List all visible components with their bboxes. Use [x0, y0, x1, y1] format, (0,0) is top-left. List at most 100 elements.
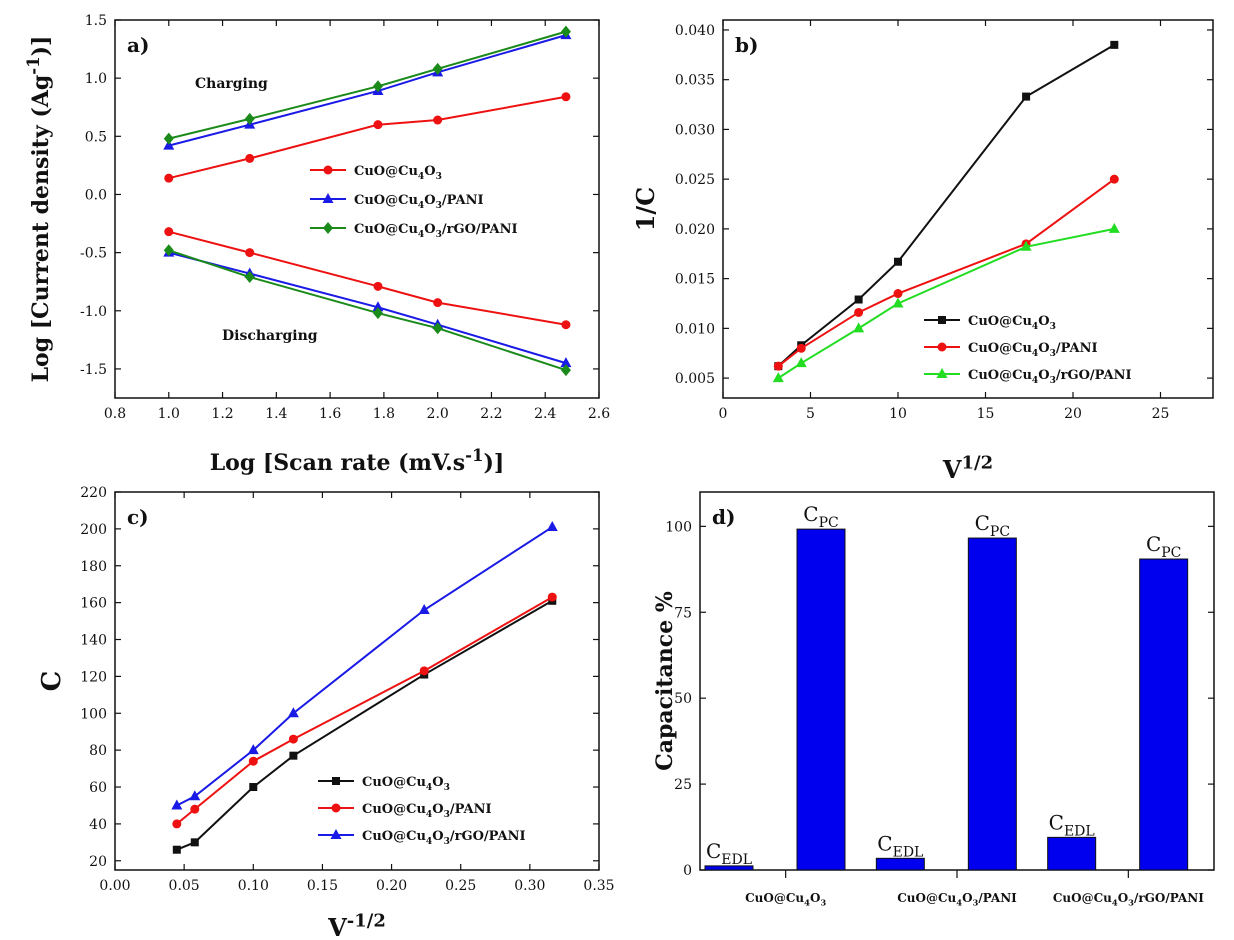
bar: [796, 528, 846, 871]
category-label-part: 4: [956, 898, 962, 908]
legend-b-label-part: O: [1038, 368, 1049, 383]
y-tick-label: 0.005: [675, 371, 715, 387]
x-tick-label: 2.2: [480, 406, 502, 422]
category-label-part: 3: [820, 898, 826, 908]
plot-frame: [722, 19, 1214, 399]
legend-b-label-part: /PANI: [1056, 341, 1098, 356]
legend-c-label-part: CuO@Cu: [362, 829, 426, 844]
category-label-part: CuO@Cu: [1053, 891, 1112, 905]
bar-label-part: C: [1146, 532, 1161, 556]
legend-a-label-part: O: [424, 222, 435, 237]
legend-c-label-part: 4: [426, 809, 432, 820]
series-point: [172, 819, 182, 829]
series-point: [190, 804, 200, 814]
x-tick-label: 2.4: [534, 406, 556, 422]
x-axis-title-part: V: [942, 455, 962, 484]
series-charging-point: [373, 120, 383, 130]
legend-b-label-part: O: [1038, 341, 1049, 356]
legend-a-label: CuO@Cu4O3/rGO/PANI: [354, 222, 518, 240]
series-discharging-point: [561, 320, 571, 330]
y-tick-label: 140: [80, 633, 107, 649]
y-tick-label: 0.010: [675, 321, 715, 337]
y-tick-label: 80: [89, 743, 107, 759]
legend-a-label-part: 3: [436, 171, 442, 182]
y-tick-label: -1.5: [80, 362, 107, 378]
legend-a-label-part: 3: [436, 229, 442, 240]
category-label: CuO@Cu4O3/PANI: [897, 891, 1017, 908]
legend-a-label-part: CuO@Cu: [354, 164, 418, 179]
y-tick-label: 25: [674, 777, 692, 793]
y-tick-label: 20: [89, 854, 107, 870]
bar-label-part: C: [975, 511, 990, 535]
legend-c-label-part: 4: [426, 782, 432, 793]
series-charging-point: [164, 173, 174, 183]
series-point: [773, 361, 783, 371]
legend-c-label-part: CuO@Cu: [362, 775, 426, 790]
bar-label-part: PC: [819, 515, 839, 531]
y-tick-label: 0.5: [85, 129, 107, 145]
series-charging-point: [433, 115, 443, 125]
legend-b-label-part: 4: [1032, 321, 1038, 332]
x-tick-label: 1.0: [158, 406, 180, 422]
series-discharging-point: [432, 322, 443, 335]
y-axis-title: 1/C: [631, 187, 660, 232]
y-tick-label: 0.015: [675, 272, 715, 288]
x-tick-label: 0.10: [238, 878, 269, 894]
y-tick-label: 1.5: [85, 13, 107, 29]
x-axis-title: V-1/2: [327, 910, 386, 940]
x-axis-title-part: 1/2: [962, 452, 994, 473]
x-axis-title: Log [Scan rate (mV.s-1)]: [210, 446, 505, 476]
series-point: [289, 751, 298, 760]
y-tick-label: 0: [683, 863, 692, 879]
x-tick-label: 10: [889, 406, 907, 422]
series-point: [547, 592, 557, 602]
category-label-part: O: [810, 891, 820, 905]
series-point: [894, 257, 902, 266]
x-tick-label: 5: [806, 406, 815, 422]
legend-b-label: CuO@Cu4O3/rGO/PANI: [968, 368, 1132, 386]
panel-label: c): [127, 505, 149, 529]
category-label: CuO@Cu4O3: [745, 891, 826, 908]
series-line: [176, 526, 553, 807]
bar: [967, 537, 1017, 871]
category-label-part: O: [1118, 891, 1128, 905]
x-tick-label: 0.8: [104, 406, 126, 422]
y-tick-label: 40: [89, 817, 107, 833]
legend-c-label-part: CuO@Cu: [362, 802, 426, 817]
legend-c-label: CuO@Cu4O3: [362, 775, 450, 793]
legend-c-label-part: /PANI: [450, 802, 492, 817]
y-tick-label: 180: [80, 559, 107, 575]
legend-b-swatch-marker: [936, 368, 948, 378]
legend-b-label-part: CuO@Cu: [968, 341, 1032, 356]
legend-c-label-part: O: [432, 829, 443, 844]
x-axis-title-part: )]: [483, 450, 504, 476]
legend-c-label-part: 3: [444, 809, 450, 820]
legend-c-label-part: 4: [426, 836, 432, 847]
y-axis-title-part: )]: [28, 36, 54, 57]
category-label-part: O: [962, 891, 972, 905]
legend-c-label: CuO@Cu4O3/PANI: [362, 802, 492, 820]
annotation-charging: Charging: [195, 76, 268, 92]
x-tick-label: 1.8: [373, 406, 395, 422]
legend-c-label: CuO@Cu4O3/rGO/PANI: [362, 829, 526, 847]
bar-label: CPC: [1146, 532, 1181, 561]
panel-c: 0.00 0.05 0.10 0.15 0.20 0.25 0.30 0.35 20 40 60 80…: [37, 485, 615, 940]
legend-a-label-part: 3: [436, 200, 442, 211]
legend-b-label-part: 3: [1050, 375, 1056, 386]
category-label-part: 4: [1112, 898, 1118, 908]
legend-b-label: CuO@Cu4O3/PANI: [968, 341, 1098, 359]
series-point: [1109, 174, 1119, 184]
series-point: [853, 322, 865, 333]
series-point: [248, 756, 258, 766]
bar-label-part: EDL: [721, 852, 752, 868]
legend-c-label-part: /rGO/PANI: [450, 829, 526, 844]
series-charging-point: [560, 25, 571, 38]
series-point: [1110, 40, 1119, 49]
y-axis-title: Log [Current density (Ag-1)]: [24, 36, 54, 383]
y-tick-label: 120: [80, 669, 107, 685]
legend-c-label-part: O: [432, 802, 443, 817]
y-tick-label: 50: [674, 691, 692, 707]
category-label-part: /rGO/PANI: [1134, 891, 1204, 905]
legend-b-label-part: 4: [1032, 348, 1038, 359]
